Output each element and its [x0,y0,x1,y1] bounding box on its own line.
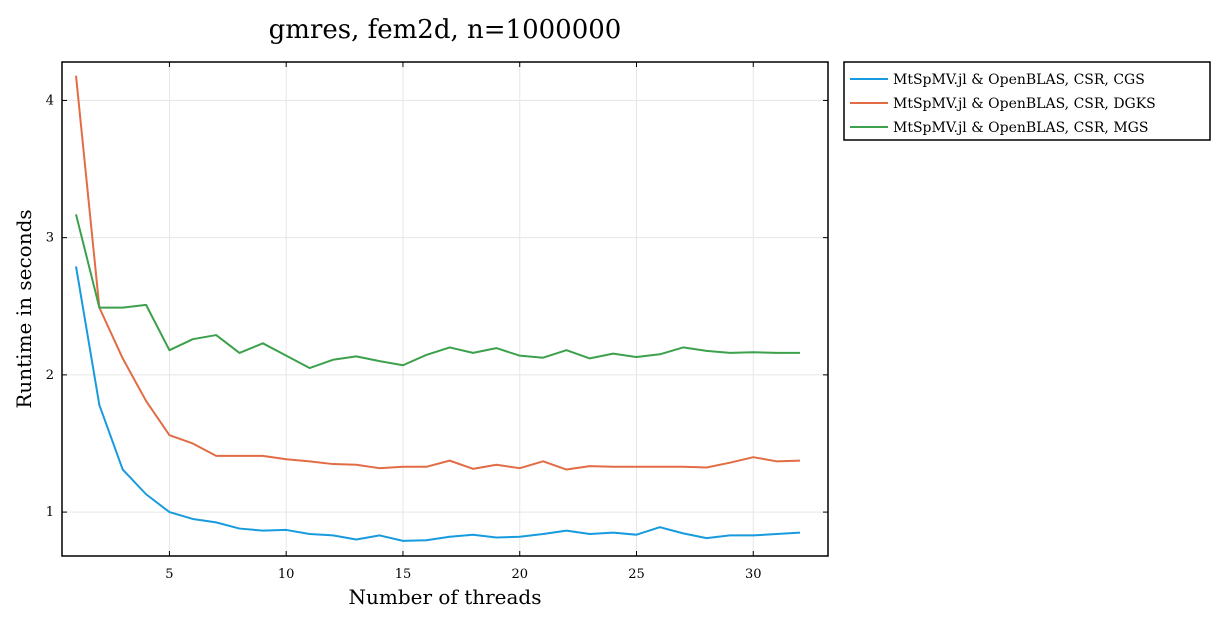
series-line-3 [75,214,800,370]
legend-label: MtSpMV.jl & OpenBLAS, CSR, CGS [893,72,1145,88]
x-axis-label: Number of threads [348,585,541,609]
legend: MtSpMV.jl & OpenBLAS, CSR, CGS MtSpMV.jl … [843,61,1211,141]
x-tick-label: 30 [745,567,762,582]
x-tick-label: 5 [165,567,173,582]
series-line-1 [75,266,801,542]
axis-ticks: 5 10 15 20 25 30 1 2 3 4 [46,62,828,582]
x-tick-label: 15 [395,567,412,582]
chart-title: gmres, fem2d, n=1000000 [269,15,622,45]
legend-frame [843,61,1211,141]
legend-label: MtSpMV.jl & OpenBLAS, CSR, DGKS [893,96,1156,112]
x-tick-label: 10 [278,567,295,582]
y-tick-label: 1 [46,505,54,520]
grid [62,62,828,556]
plot-area-frame [61,61,829,557]
series-lines [75,75,801,542]
y-tick-label: 3 [46,231,54,246]
y-tick-label: 2 [46,368,54,383]
y-axis-label: Runtime in seconds [12,209,36,408]
y-tick-label: 4 [46,93,54,108]
series-line-2 [75,75,801,471]
x-tick-label: 20 [511,567,528,582]
x-tick-label: 25 [628,567,645,582]
legend-label: MtSpMV.jl & OpenBLAS, CSR, MGS [893,120,1148,136]
